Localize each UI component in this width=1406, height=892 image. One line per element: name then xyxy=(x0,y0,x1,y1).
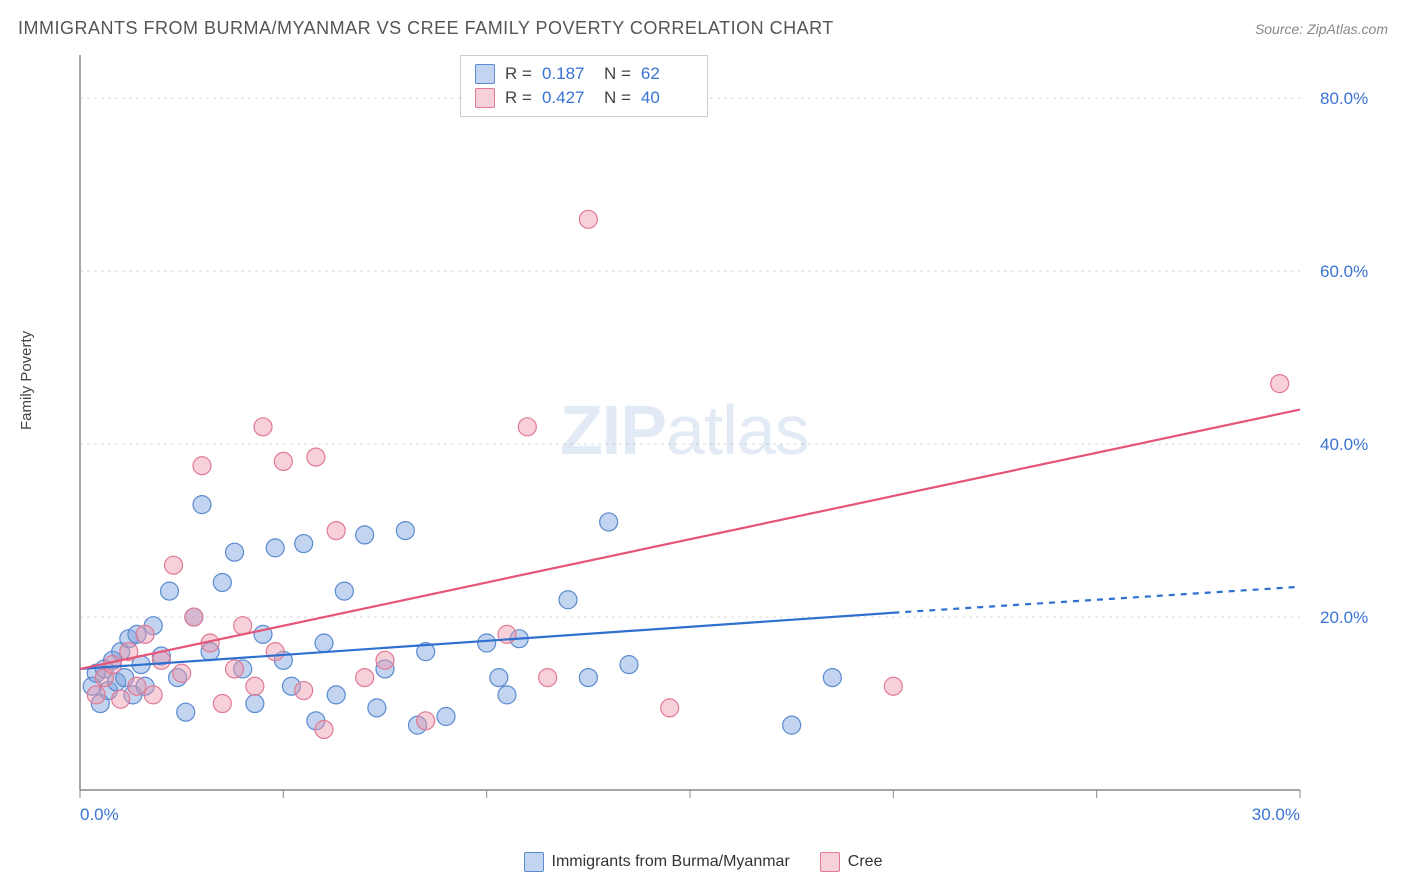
source-label: Source: ZipAtlas.com xyxy=(1255,21,1388,37)
legend-item-series-2: Cree xyxy=(820,852,883,872)
legend-item-series-1: Immigrants from Burma/Myanmar xyxy=(524,852,790,872)
chart-area: 20.0% 40.0% 60.0% 80.0% 0.0% 30.0% xyxy=(70,50,1380,830)
swatch-series-1 xyxy=(475,64,495,84)
svg-text:60.0%: 60.0% xyxy=(1320,262,1368,281)
n-label: N = xyxy=(604,64,631,84)
n-label: N = xyxy=(604,88,631,108)
swatch-series-2 xyxy=(820,852,840,872)
svg-text:40.0%: 40.0% xyxy=(1320,435,1368,454)
r-label: R = xyxy=(505,64,532,84)
legend-label-series-1: Immigrants from Burma/Myanmar xyxy=(552,853,790,871)
svg-text:20.0%: 20.0% xyxy=(1320,608,1368,627)
correlation-legend: R = 0.187 N = 62 R = 0.427 N = 40 xyxy=(460,55,708,117)
legend-row-series-1: R = 0.187 N = 62 xyxy=(475,62,693,86)
header: IMMIGRANTS FROM BURMA/MYANMAR VS CREE FA… xyxy=(18,18,1388,39)
svg-text:30.0%: 30.0% xyxy=(1252,805,1300,824)
swatch-series-2 xyxy=(475,88,495,108)
scatter-chart: 20.0% 40.0% 60.0% 80.0% 0.0% 30.0% xyxy=(70,50,1380,830)
svg-text:80.0%: 80.0% xyxy=(1320,89,1368,108)
r-label: R = xyxy=(505,88,532,108)
svg-text:0.0%: 0.0% xyxy=(80,805,119,824)
series-legend: Immigrants from Burma/Myanmar Cree xyxy=(0,852,1406,872)
chart-title: IMMIGRANTS FROM BURMA/MYANMAR VS CREE FA… xyxy=(18,18,834,39)
y-axis-label: Family Poverty xyxy=(18,331,35,430)
swatch-series-1 xyxy=(524,852,544,872)
r-value-series-2: 0.427 xyxy=(542,88,594,108)
n-value-series-1: 62 xyxy=(641,64,693,84)
r-value-series-1: 0.187 xyxy=(542,64,594,84)
n-value-series-2: 40 xyxy=(641,88,693,108)
legend-label-series-2: Cree xyxy=(848,853,883,871)
legend-row-series-2: R = 0.427 N = 40 xyxy=(475,86,693,110)
